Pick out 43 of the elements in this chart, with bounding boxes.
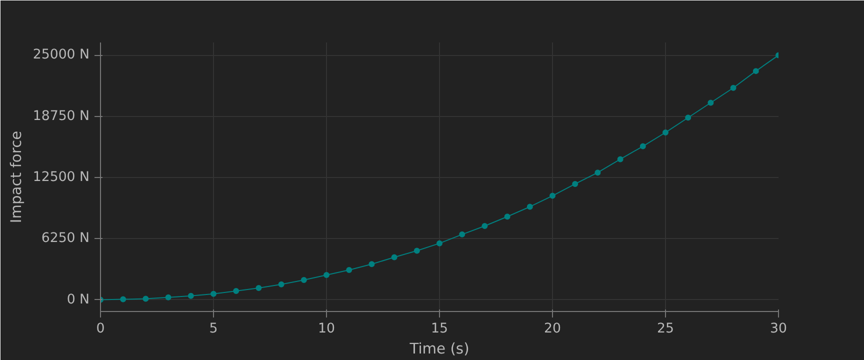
point xyxy=(324,272,330,278)
y-axis-title: Impact force xyxy=(8,130,25,224)
point xyxy=(594,170,601,176)
x-tick-label: 15 xyxy=(431,322,448,336)
point xyxy=(436,240,442,246)
point xyxy=(640,143,646,150)
point xyxy=(662,130,668,136)
point xyxy=(526,204,533,210)
point xyxy=(730,84,736,91)
point xyxy=(165,294,172,300)
point xyxy=(550,192,556,199)
y-tick-label: 0 N xyxy=(66,292,90,308)
point xyxy=(278,281,284,288)
point xyxy=(120,296,126,302)
point xyxy=(256,285,262,292)
point xyxy=(414,248,420,254)
x-tick-label: 20 xyxy=(544,322,561,336)
point xyxy=(708,100,714,106)
point xyxy=(752,68,759,74)
x-tick-label: 5 xyxy=(209,322,218,336)
point xyxy=(617,156,624,162)
point xyxy=(572,180,578,187)
y-tick-label: 25000 N xyxy=(32,48,90,63)
point xyxy=(300,277,307,283)
y-tick-label: 18750 N xyxy=(32,108,90,124)
x-tick-label: 10 xyxy=(318,322,335,336)
x-tick-label: 25 xyxy=(657,322,674,336)
x-tick-label: 0 xyxy=(96,322,105,336)
point xyxy=(459,231,466,238)
point xyxy=(504,214,510,220)
point xyxy=(210,290,216,297)
point xyxy=(368,261,375,268)
point xyxy=(346,267,352,274)
point xyxy=(142,296,149,302)
point xyxy=(685,114,692,121)
y-tick-label: 12500 N xyxy=(32,170,90,185)
point xyxy=(391,254,398,260)
y-tick-label: 6250 N xyxy=(41,231,90,246)
point xyxy=(188,292,194,299)
point xyxy=(233,288,240,294)
point xyxy=(482,223,488,229)
x-axis-title: Time (s) xyxy=(408,340,470,358)
x-tick-label: 30 xyxy=(770,322,787,336)
